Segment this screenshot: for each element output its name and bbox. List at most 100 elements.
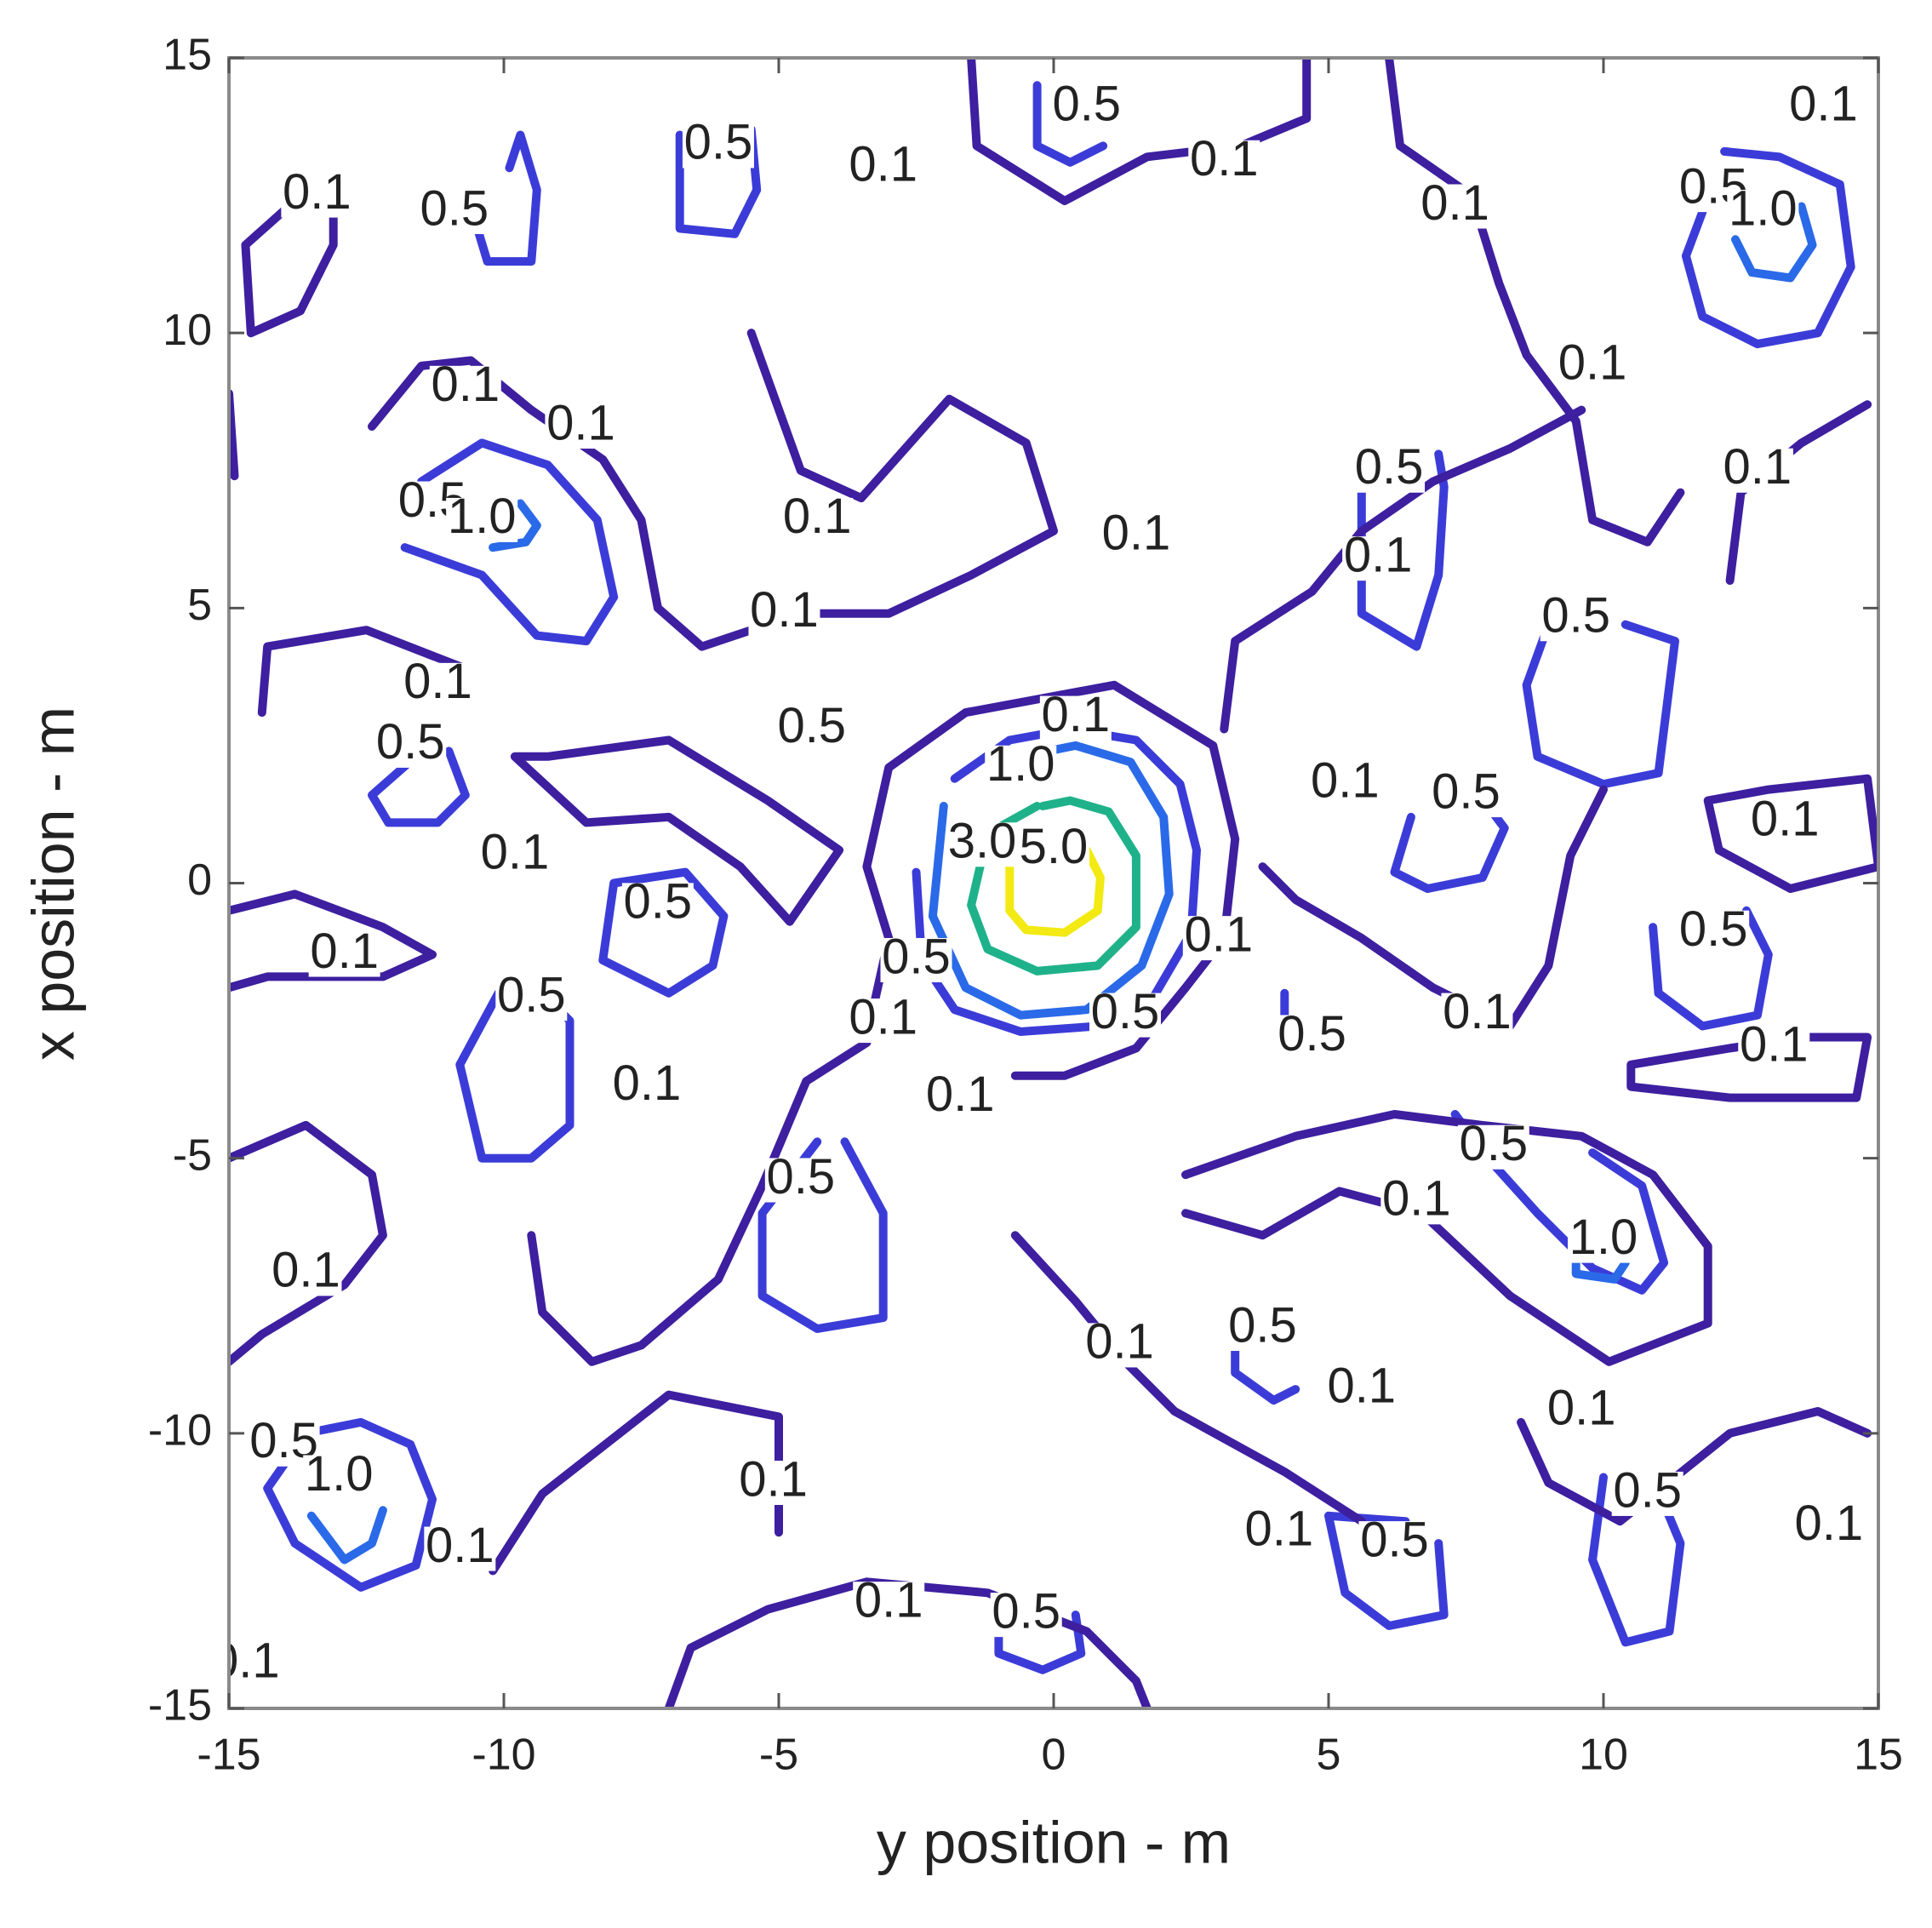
contour-label-bg [946,822,1019,867]
contour-label-bg [424,1526,496,1571]
contour-label: 0.5 [1679,901,1748,957]
x-tick-label: -5 [759,1731,798,1780]
contour-label-bg [853,1582,925,1627]
contour-label-bg [1089,993,1161,1038]
contour-line [1703,774,1878,893]
contour-label: 0.1 [1795,1496,1864,1551]
contour-label: 1.0 [448,489,517,544]
contour-label-bg [1243,1510,1315,1555]
contour-label: 0.1 [1558,335,1627,390]
contour-label: 0.5 [1459,1116,1528,1171]
contour-line [967,796,1140,975]
y-tick-label: -15 [148,1681,212,1731]
plot-area: 0.50.5 0.1 0.10.1 0.51.00.10.1 0.50.10.10.51… [148,31,1903,1780]
contour-label: 0.1 [1102,506,1171,561]
contour-label: 0.1 [750,582,819,638]
contour-line [229,890,437,993]
contour-label-bg [924,1075,997,1120]
contour-label: 0.5 [1613,1462,1682,1518]
contours: 0.50.5 0.1 0.10.1 0.51.00.10.1 0.50.10.10.51… [229,58,1878,1708]
contour-label: 0.1 [783,489,852,544]
contour-label: 0.5 [1278,1006,1346,1061]
x-axis-label: y position - m [877,1809,1231,1875]
contour-label: 1.0 [1569,1210,1638,1265]
contour-label: 0.5 [777,698,846,753]
contour-label-bg [308,932,380,977]
contour-line [1385,58,1685,546]
contour-label-bg [1342,536,1415,581]
contour-label-bg [1226,1307,1299,1352]
contour-line [1324,1511,1449,1630]
contour-label: 0.1 [1311,752,1380,808]
contour-label-bg [682,123,754,169]
contour-line [1181,1110,1712,1366]
contour-label: 0.1 [272,1243,340,1298]
contour-label-bg [990,1593,1062,1638]
x-tick-label: 10 [1579,1731,1628,1780]
contour-label-bg [478,833,551,878]
contour-label-bg [270,1251,342,1296]
contour-label: 0.1 [1723,439,1792,495]
y-tick-label: 10 [163,306,212,355]
y-tick-label: 0 [187,855,212,905]
x-tick-label: 0 [1042,1731,1066,1780]
contour-line [510,735,844,926]
contour-label-bg [1787,85,1860,130]
contour-line [263,1417,437,1592]
contour-label-bg [1611,1471,1683,1516]
contour-label-bg [610,1064,683,1109]
x-tick-label: -10 [472,1731,535,1780]
contour-label-bg [847,146,919,191]
contour-label: 1.0 [1729,180,1798,236]
contour-label: 0.1 [1245,1502,1314,1557]
contour-label-bg [1678,910,1750,955]
contour-label: 0.1 [855,1573,923,1628]
contour-label-bg [1188,140,1260,185]
contour-label-bg [1568,1218,1639,1263]
contour-label: 0.5 [882,929,951,984]
contour-label: 0.5 [1355,439,1424,495]
contour-label-bg [429,365,501,410]
contour-label-bg [1182,916,1255,961]
contour-label-bg [1419,184,1491,229]
contour-label: 0.1 [1740,1017,1809,1073]
contour-line [229,1120,387,1366]
contour-label-bg [1721,448,1793,493]
contour-label-bg [1557,343,1629,388]
contour-label: 0.1 [849,137,917,192]
contour-line [675,125,762,238]
contour-label: 1.0 [986,736,1055,792]
contour-label: 5.0 [1020,819,1089,874]
contour-label: 0.5 [1228,1297,1297,1353]
contour-label-bg [781,497,854,542]
contour-line [257,626,470,718]
contour-label: 0.1 [1085,1314,1154,1370]
contour-label: 0.5 [420,180,489,236]
contour-label: 0.5 [1091,984,1160,1039]
contour-label-bg [545,404,617,449]
contour-label: 0.1 [1751,792,1820,847]
contour-line [664,1577,1152,1708]
contour-label: 0.5 [376,714,445,769]
contour-line [1032,81,1108,167]
contour-label: 0.5 [1432,764,1500,819]
contour-label: 3.0 [948,814,1017,869]
contour-label-bg [374,723,447,768]
contour-label-bg [1546,1388,1618,1433]
contour-label-bg [737,1461,809,1506]
contour-label: 0.1 [283,164,352,220]
contour-label-bg [880,937,952,982]
contour-line [994,1610,1086,1674]
contour-label: 0.1 [1443,984,1512,1039]
contour-label-bg [229,1642,282,1687]
contour-label-bg [748,591,820,636]
contour-line [466,130,541,266]
contour-label-bg [1727,189,1799,234]
x-tick-label: 15 [1854,1731,1903,1780]
contour-label-bg [1083,1323,1156,1368]
contour-label: 0.1 [1382,1171,1451,1227]
contour-label: 0.1 [613,1056,682,1111]
contour-label: 0.5 [1360,1512,1429,1567]
contour-label: 0.5 [624,874,693,930]
x-tick-label: -15 [197,1731,260,1780]
